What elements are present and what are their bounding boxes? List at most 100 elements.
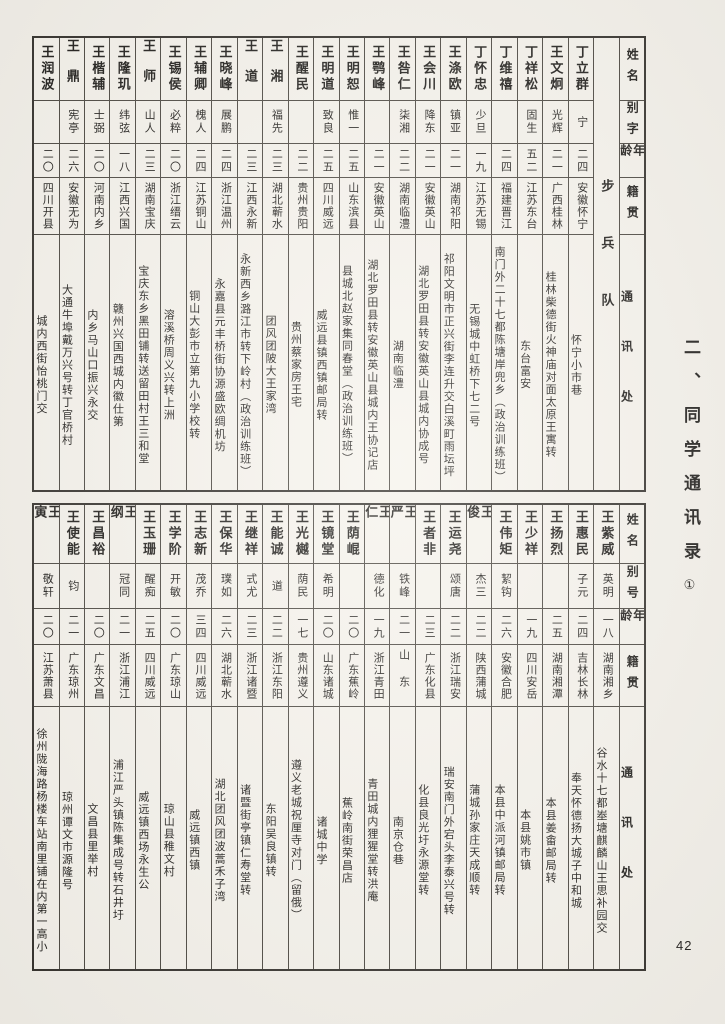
entry-alias-text: 光辉	[550, 109, 563, 135]
entry-origin: 安徽无为	[59, 178, 85, 235]
entry-age-text: 三四	[194, 613, 206, 640]
entry-name: 王锡侯	[161, 38, 186, 101]
entry-alias-text: 杰三	[473, 573, 486, 599]
entry-alias-text: 荫民	[295, 573, 308, 599]
entry-column: 王使能钧二一 广东琼州 琼州谭文市源隆号	[58, 505, 85, 969]
entry-name-text: 王会川	[421, 45, 437, 93]
entry-alias-text: 固生	[524, 109, 537, 135]
entry-name: 丁怀忠	[466, 38, 492, 101]
entry-alias-text: 降东	[423, 109, 436, 135]
entry-alias-text: 致良	[321, 109, 334, 135]
header-age: 年龄	[619, 609, 644, 645]
entry-column: 王寅 敬轩 二〇 江苏萧县 徐州陇海路杨楼车站南里铺在内第一高小	[34, 505, 59, 969]
entry-name-text: 王伟矩	[497, 510, 513, 558]
entry-origin: 广西桂林	[543, 178, 568, 235]
entry-age: 二三	[237, 144, 263, 178]
entry-address-text: 奉天怀德扬大城子中和城	[569, 771, 582, 910]
entry-alias-text: 敬轩	[41, 573, 54, 599]
entry-origin-text: 广东琼州	[66, 651, 79, 700]
entry-age-text: 二二	[295, 147, 308, 174]
entry-name-text: 王寅	[34, 505, 59, 535]
entry-age: 二一	[59, 609, 85, 645]
entry-alias-text: 铁峰	[397, 573, 410, 599]
entry-origin: 广东蕉岭	[339, 645, 365, 707]
entry-address: 化县良光圩永源堂转	[416, 707, 440, 969]
entry-alias: 柒湘	[390, 101, 415, 144]
header-origin: 籍贯	[619, 178, 644, 235]
entry-age-text: 五二	[524, 147, 537, 174]
entry-age: 二二	[263, 609, 288, 645]
entry-alias-text: 式尤	[244, 573, 257, 599]
entry-origin: 湖北蕲水	[263, 178, 288, 235]
entry-name-text: 王昌裕	[90, 510, 106, 558]
entry-address-text: 蒲城孙家庄天成顺转	[467, 784, 480, 897]
entry-alias-text: 道	[270, 579, 283, 593]
entry-age: 一八	[594, 609, 619, 645]
entry-age-text: 二二	[397, 147, 410, 174]
entry-origin-text: 四川安岳	[524, 651, 537, 700]
entry-name: 王楷辅	[85, 38, 110, 101]
entry-alias-text: 柒湘	[397, 109, 410, 135]
entry-origin-text: 安徽英山	[372, 182, 385, 230]
entry-address: 城内西街怡桃门交	[34, 235, 58, 490]
entry-column: 王运尧 颂唐 二二 浙江瑞安 瑞安南门外宕头李泰兴号转	[440, 505, 466, 969]
bottom-band: 姓名 别号 年龄 籍贯 通讯处 王紫威 英明 一八 湖南湘乡 谷水十七都峚塘麒麟山王思补园交 王惠民…	[32, 503, 646, 971]
entry-name: 王玉珊	[135, 505, 161, 564]
entry-column: 王保华 璞如 二六 湖北蕲水 湖北团风团波蒿禾子湾	[211, 505, 237, 969]
entry-column: 王文炯 光辉 二一 广西桂林 桂林柴德街火神庙对面太原王寓转	[542, 38, 568, 490]
entry-age-text: 二五	[143, 613, 156, 640]
entry-alias-text: 璞如	[219, 573, 232, 599]
entry-address: 威远镇西场永生公	[136, 707, 160, 969]
entry-column: 王辅卿 槐人 二四 江苏铜山 铜山大彭市立第九小学校转	[185, 38, 212, 490]
header-name-text: 姓名	[625, 48, 640, 90]
entry-age: 二〇	[161, 609, 186, 645]
entry-address-text: 本县姚市镇	[518, 809, 531, 872]
entry-origin-text: 江苏无锡	[473, 182, 486, 230]
entry-age: 二三	[237, 609, 263, 645]
entry-alias: 必粹	[161, 101, 186, 144]
entry-origin: 山东滨县	[339, 178, 365, 235]
entry-age: 二四	[568, 144, 594, 178]
entry-origin: 贵州贵阳	[288, 178, 314, 235]
entry-name-text: 丁祥松	[522, 45, 538, 93]
entry-address-text: 蕉岭南街荣昌店	[340, 796, 353, 885]
entry-name: 王明道	[314, 38, 339, 101]
entry-name-text: 王醒民	[293, 45, 309, 93]
entry-column: 丁祥松 固生 五二 江苏东台 东台富安	[516, 38, 543, 490]
entry-origin-text: 浙江缙云	[168, 182, 181, 230]
entry-address-text: 怀宁小市巷	[569, 333, 582, 397]
entry-name: 王运尧	[441, 505, 466, 564]
entry-column: 王者非 二三 广东化县 化县良光圩永源堂转	[414, 505, 441, 969]
entry-name-text: 王咎仁	[395, 45, 411, 93]
entry-name: 丁立群	[568, 38, 594, 101]
entry-origin: 浙江青田	[365, 645, 390, 707]
entry-name: 王镜堂	[314, 505, 339, 564]
header-column: 姓名 别字 年龄 籍贯 通讯处	[618, 38, 644, 490]
entry-address-text: 贵州蔡家房王宅	[289, 321, 302, 409]
entry-origin-text: 吉林长林	[575, 651, 588, 700]
entry-age: 二四	[186, 144, 212, 178]
entry-alias: 絜钩	[492, 564, 517, 609]
entry-name-text: 王鼎	[64, 39, 80, 99]
entry-address-text: 永嘉县元丰桥街协源盛欧绸机坊	[213, 277, 226, 453]
entry-origin-text: 四川威远	[143, 651, 156, 700]
entry-name-text: 丁维禧	[497, 45, 513, 93]
entry-age: 二一	[441, 144, 466, 178]
entry-alias: 镇亚	[441, 101, 466, 144]
entry-name-text: 王使能	[64, 510, 80, 558]
entry-origin-text: 浙江温州	[219, 182, 232, 230]
entry-column: 王明恕 惟一 二五 山东滨县 县城北赵家集同春堂（政治训练班）	[338, 38, 365, 490]
entry-age-text: 二〇	[168, 613, 181, 640]
entry-origin-text: 浙江东阳	[270, 651, 283, 700]
entry-age-text: 二〇	[92, 613, 105, 640]
entry-alias: 山人	[135, 101, 161, 144]
entry-name: 王使能	[59, 505, 85, 564]
top-band: 姓名 别字 年龄 籍贯 通讯处 步兵队 丁立群宁二四 安徽怀宁 怀宁小市巷 王文炯 光辉 二一 广西桂林…	[32, 36, 646, 492]
entry-age: 二五	[135, 609, 161, 645]
entry-origin-text: 湖北蕲水	[219, 651, 232, 700]
entry-age-text: 二一	[397, 613, 410, 640]
entry-address: 桂林柴德街火神庙对面太原王寓转	[543, 235, 567, 490]
entry-age-text: 二六	[66, 147, 79, 174]
entry-age: 二一	[365, 144, 390, 178]
header-age: 年龄	[619, 144, 644, 178]
